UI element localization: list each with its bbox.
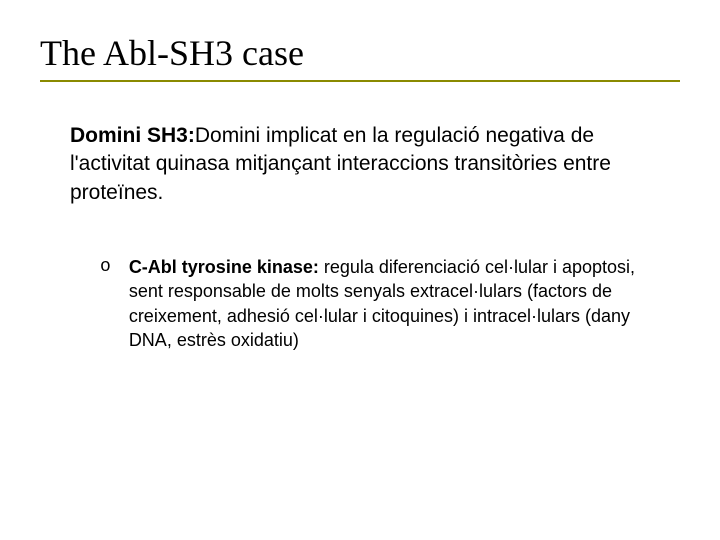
- bullet-marker-icon: o: [100, 255, 111, 280]
- bullet-lead: C-Abl tyrosine kinase:: [129, 257, 319, 277]
- paragraph-sh3-lead: Domini SH3:: [70, 124, 195, 147]
- bullet-text: C-Abl tyrosine kinase: regula diferencia…: [129, 255, 660, 352]
- slide-title: The Abl-SH3 case: [40, 32, 680, 82]
- paragraph-sh3: Domini SH3:Domini implicat en la regulac…: [70, 122, 660, 207]
- bullet-item-cabl: o C-Abl tyrosine kinase: regula diferenc…: [70, 255, 660, 352]
- slide-body: Domini SH3:Domini implicat en la regulac…: [40, 122, 680, 352]
- slide: The Abl-SH3 case Domini SH3:Domini impli…: [0, 0, 720, 540]
